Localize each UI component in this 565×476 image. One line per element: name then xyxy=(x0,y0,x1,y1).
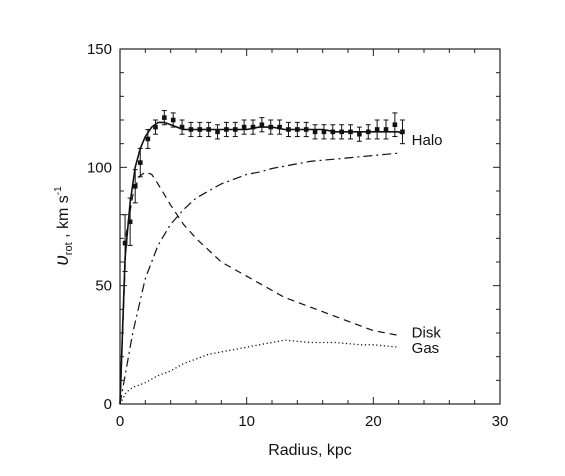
data-point xyxy=(251,125,256,130)
data-point xyxy=(133,184,138,189)
disk-curve xyxy=(120,172,399,404)
data-point xyxy=(206,127,211,132)
gas-curve xyxy=(120,340,399,404)
data-point xyxy=(215,130,220,135)
y-axis-label-superscript: -1 xyxy=(53,186,64,195)
label-halo: Halo xyxy=(412,132,443,149)
data-point xyxy=(400,130,405,135)
x-tick-label: 30 xyxy=(492,413,509,430)
plot-area: 0 10 20 30 0 50 100 150 Disk Halo Gas xyxy=(87,41,508,430)
y-axis-label-subscript: rot xyxy=(63,242,75,255)
x-tick-label: 10 xyxy=(238,413,255,430)
best-fit-curve xyxy=(120,122,403,404)
data-point xyxy=(242,125,247,130)
plot-frame xyxy=(120,49,500,404)
x-tick-label: 0 xyxy=(116,413,124,430)
data-point xyxy=(322,130,327,135)
label-gas: Gas xyxy=(412,340,440,357)
halo-curve xyxy=(120,153,399,404)
data-point xyxy=(189,127,194,132)
data-point xyxy=(171,118,176,123)
data-point xyxy=(198,127,203,132)
data-point xyxy=(366,130,371,135)
data-point xyxy=(393,122,398,127)
data-point xyxy=(339,130,344,135)
data-point xyxy=(146,137,151,142)
data-point xyxy=(357,132,362,137)
data-point xyxy=(286,127,291,132)
label-disk: Disk xyxy=(412,324,442,341)
data-point xyxy=(224,127,229,132)
data-point xyxy=(348,130,353,135)
y-axis-label: υrot , km s-1 xyxy=(52,186,75,266)
data-point xyxy=(233,127,238,132)
series-labels: Disk Halo Gas xyxy=(412,132,443,357)
data-point xyxy=(304,127,309,132)
data-point xyxy=(331,130,336,135)
data-point xyxy=(268,125,273,130)
data-point xyxy=(295,127,300,132)
data-point xyxy=(138,160,143,165)
y-axis-label-symbol: υ xyxy=(52,255,73,265)
data-point xyxy=(313,130,318,135)
y-tick-label: 100 xyxy=(87,159,112,176)
y-tick-label: 150 xyxy=(87,41,112,58)
y-tick-label: 50 xyxy=(95,278,112,295)
model-curves xyxy=(120,122,403,404)
x-axis-label: Radius, kpc xyxy=(268,442,352,459)
x-tick-label: 20 xyxy=(365,413,382,430)
data-point xyxy=(375,127,380,132)
data-point xyxy=(260,122,265,127)
data-point xyxy=(123,241,128,246)
y-axis-label-units: , km s xyxy=(55,195,72,242)
data-point xyxy=(162,115,167,120)
data-point xyxy=(128,219,133,224)
observed-points xyxy=(123,111,405,272)
y-tick-label: 0 xyxy=(104,396,112,413)
data-point xyxy=(180,125,185,130)
data-point xyxy=(384,127,389,132)
data-point xyxy=(277,125,282,130)
data-point xyxy=(153,125,158,130)
axis-ticks: 0 10 20 30 0 50 100 150 xyxy=(87,41,508,430)
